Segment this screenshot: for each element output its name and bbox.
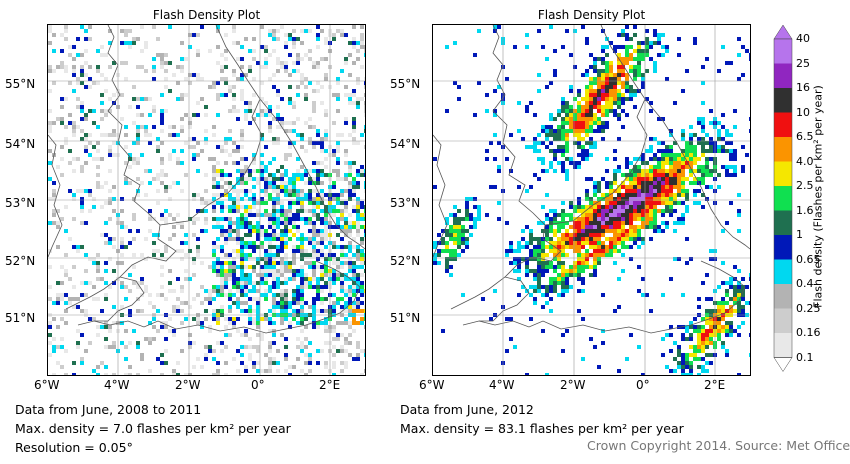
colorbar-segment — [774, 259, 792, 284]
left-note-period: Data from June, 2008 to 2011 — [15, 402, 202, 417]
colorbar-segment — [774, 235, 792, 260]
colorbar-segments — [773, 24, 793, 372]
right-note-max-density: Max. density = 83.1 flashes per km² per … — [400, 421, 684, 436]
left-flash-density-map — [47, 24, 366, 376]
colorbar-segment — [774, 39, 792, 64]
colorbar-segment — [774, 333, 792, 358]
right-note-period: Data from June, 2012 — [400, 402, 534, 417]
colorbar-segment — [774, 63, 792, 88]
right-lat-tick: 54°N — [390, 137, 421, 151]
colorbar-segment — [774, 88, 792, 113]
left-lat-tick: 51°N — [5, 311, 36, 325]
colorbar-tick-label: 40 — [796, 32, 810, 45]
colorbar-extend-min — [773, 357, 793, 372]
colorbar-tick-label: 0.16 — [796, 326, 821, 339]
colorbar-tick-label: 0.65 — [796, 252, 821, 266]
left-note-max-density: Max. density = 7.0 flashes per km² per y… — [15, 421, 291, 436]
colorbar-tick-label: 10 — [796, 105, 810, 119]
right-lon-tick: 4°W — [489, 378, 515, 392]
right-lat-tick: 52°N — [390, 254, 421, 268]
left-lat-tick: 52°N — [5, 254, 36, 268]
right-lon-tick: 6°W — [419, 378, 445, 392]
left-lat-tick: 54°N — [5, 137, 36, 151]
copyright-credit: Crown Copyright 2014. Source: Met Office — [587, 438, 850, 453]
colorbar-segment — [774, 161, 792, 186]
colorbar-tick-label: 4.0 — [796, 154, 814, 168]
colorbar-extend-max — [773, 24, 793, 40]
left-lat-tick: 55°N — [5, 77, 36, 91]
right-lon-tick: 2°W — [560, 378, 586, 392]
left-lon-tick: 6°W — [34, 378, 60, 392]
colorbar-segment — [774, 284, 792, 309]
colorbar-segment — [774, 112, 792, 137]
right-lat-tick: 55°N — [390, 77, 421, 91]
colorbar-tick-label: 1 — [796, 228, 803, 241]
left-map-title: Flash Density Plot — [152, 8, 261, 22]
colorbar-tick-label: 0.4 — [796, 277, 814, 290]
graticule — [433, 25, 750, 375]
right-lat-tick: 53°N — [390, 196, 421, 210]
colorbar-segment — [774, 210, 792, 235]
colorbar-tick-label: 0.25 — [796, 301, 821, 315]
colorbar-tick-label: 0.1 — [796, 350, 814, 364]
left-note-resolution: Resolution = 0.05° — [15, 440, 133, 455]
right-lat-tick: 51°N — [390, 311, 421, 325]
colorbar — [773, 24, 793, 372]
left-lon-tick: 4°W — [104, 378, 130, 392]
right-map-title: Flash Density Plot — [537, 8, 646, 22]
colorbar-segment — [774, 308, 792, 333]
right-lon-tick: 0° — [636, 378, 650, 392]
right-lon-tick: 2°E — [704, 378, 726, 392]
colorbar-tick-label: 2.5 — [796, 179, 814, 192]
colorbar-tick-label: 1.6 — [796, 203, 814, 217]
colorbar-segment — [774, 137, 792, 162]
colorbar-title: Flash density (Flashes per km² per year) — [811, 85, 825, 308]
left-lon-tick: 2°E — [319, 378, 341, 392]
colorbar-tick-label: 6.5 — [796, 130, 814, 143]
coastline-layer — [48, 25, 365, 334]
coastline-layer — [433, 25, 750, 334]
left-lat-tick: 53°N — [5, 196, 36, 210]
colorbar-tick-label: 25 — [796, 56, 810, 70]
left-map-canvas — [48, 25, 365, 375]
left-lon-tick: 0° — [251, 378, 265, 392]
right-flash-density-map — [432, 24, 751, 376]
right-density-cells — [433, 25, 750, 375]
graticule — [48, 25, 365, 375]
colorbar-tick-label: 16 — [796, 81, 810, 94]
colorbar-segment — [774, 186, 792, 211]
left-lon-tick: 2°W — [175, 378, 201, 392]
right-map-canvas — [433, 25, 750, 375]
